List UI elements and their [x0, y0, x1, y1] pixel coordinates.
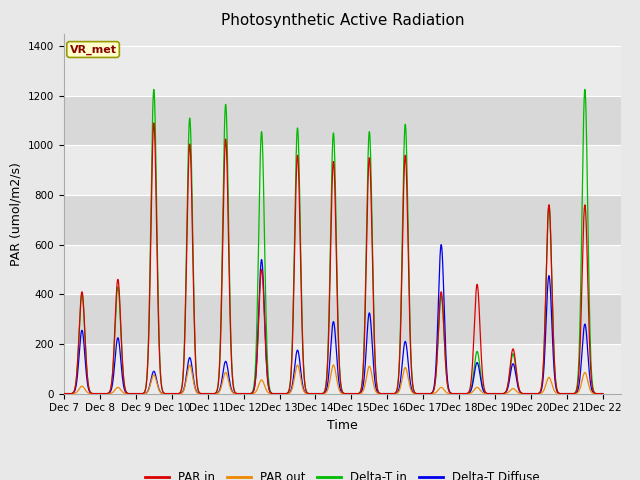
Title: Photosynthetic Active Radiation: Photosynthetic Active Radiation: [221, 13, 464, 28]
Bar: [64, 195, 621, 245]
Bar: [64, 294, 621, 344]
Bar: [64, 145, 621, 195]
X-axis label: Time: Time: [327, 419, 358, 432]
Text: VR_met: VR_met: [70, 44, 116, 55]
Bar: [64, 344, 621, 394]
Bar: [64, 96, 621, 145]
Y-axis label: PAR (umol/m2/s): PAR (umol/m2/s): [10, 162, 22, 265]
Legend: PAR in, PAR out, Delta-T in, Delta-T Diffuse: PAR in, PAR out, Delta-T in, Delta-T Dif…: [140, 466, 545, 480]
Bar: [64, 46, 621, 96]
Bar: [64, 245, 621, 294]
